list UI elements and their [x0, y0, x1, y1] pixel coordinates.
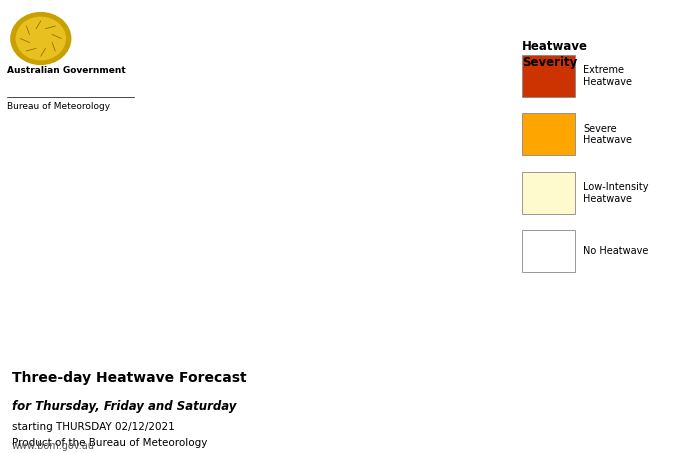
Circle shape	[11, 13, 71, 64]
FancyBboxPatch shape	[522, 172, 575, 214]
Text: Product of the Bureau of Meteorology: Product of the Bureau of Meteorology	[12, 438, 207, 448]
Text: www.bom.gov.au: www.bom.gov.au	[12, 441, 95, 451]
Text: starting THURSDAY 02/12/2021: starting THURSDAY 02/12/2021	[12, 422, 175, 432]
Text: for Thursday, Friday and Saturday: for Thursday, Friday and Saturday	[12, 400, 236, 413]
Circle shape	[16, 17, 65, 60]
Text: Extreme
Heatwave: Extreme Heatwave	[583, 65, 632, 87]
Text: Heatwave
Severity: Heatwave Severity	[522, 40, 588, 69]
Text: Australian Government: Australian Government	[7, 66, 126, 75]
Text: Low-Intensity
Heatwave: Low-Intensity Heatwave	[583, 182, 649, 203]
Text: Bureau of Meteorology: Bureau of Meteorology	[7, 102, 110, 111]
FancyBboxPatch shape	[522, 230, 575, 272]
Text: Severe
Heatwave: Severe Heatwave	[583, 124, 632, 145]
Text: No Heatwave: No Heatwave	[583, 246, 649, 256]
FancyBboxPatch shape	[522, 113, 575, 155]
FancyBboxPatch shape	[522, 55, 575, 97]
Text: Three-day Heatwave Forecast: Three-day Heatwave Forecast	[12, 371, 246, 385]
